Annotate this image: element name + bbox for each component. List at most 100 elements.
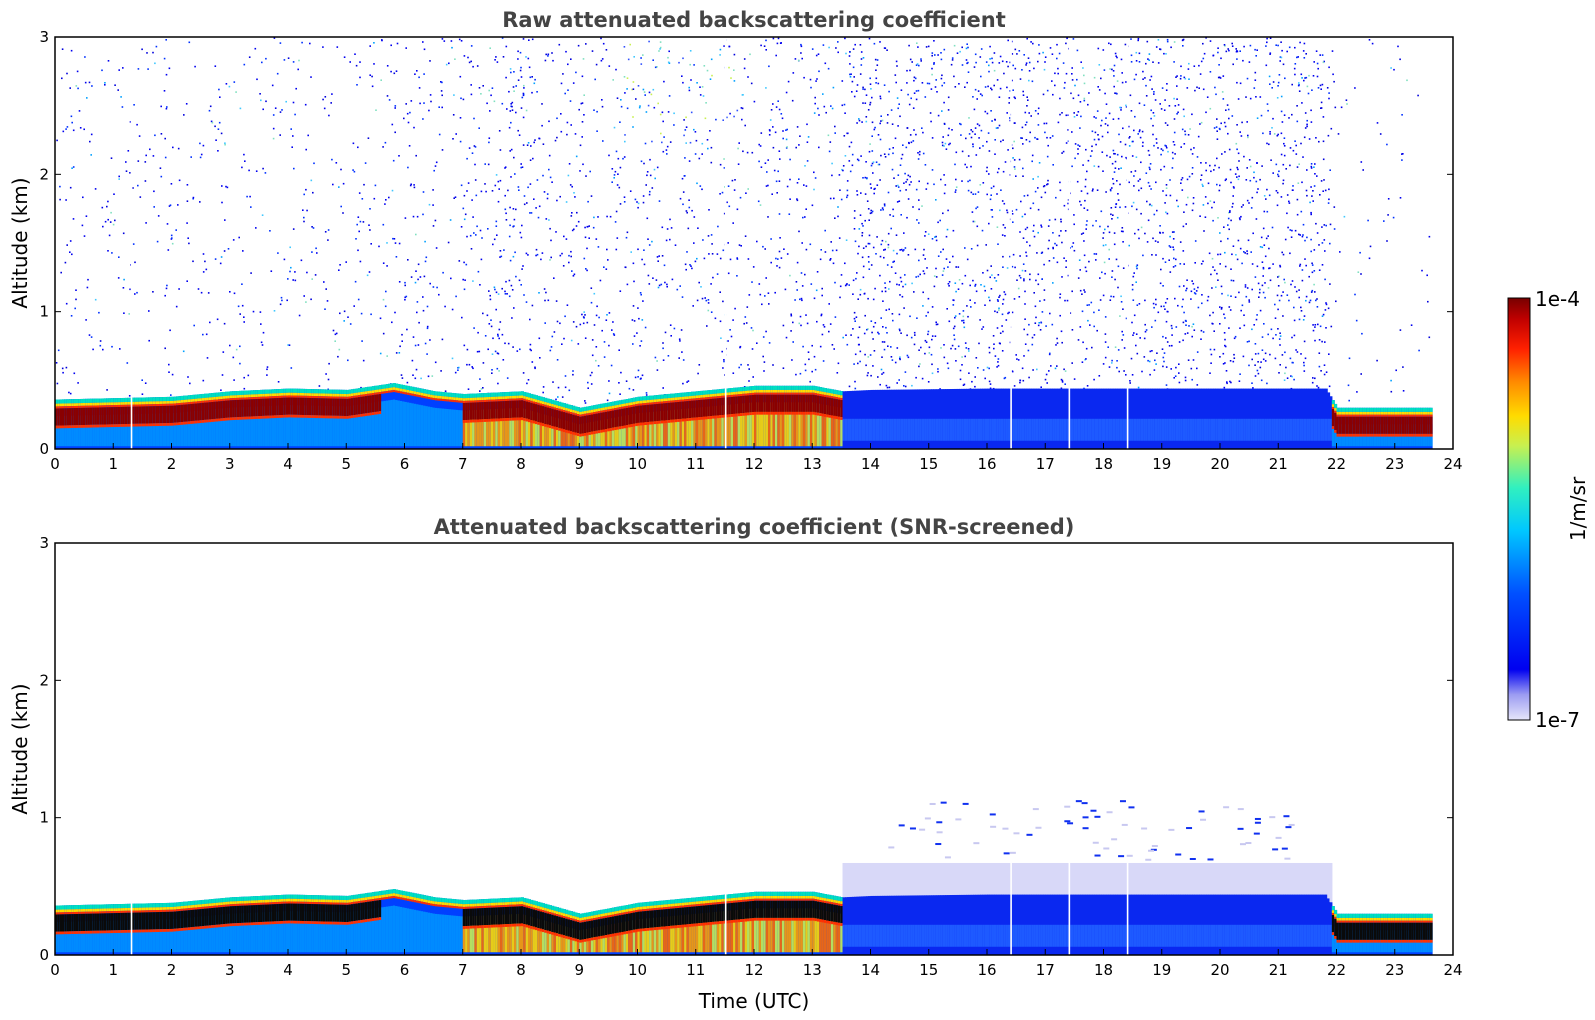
noise-pixel [494, 184, 497, 187]
noise-pixel [1327, 202, 1330, 204]
noise-pixel [1209, 107, 1212, 110]
layer-edge-red [211, 399, 215, 403]
noise-pixel [214, 258, 217, 260]
noise-pixel [279, 111, 282, 113]
noise-pixel [1071, 290, 1073, 293]
noise-pixel [1014, 67, 1017, 70]
layer-core-base [110, 424, 114, 428]
noise-pixel [1222, 75, 1225, 77]
noise-pixel [1065, 114, 1068, 117]
noise-pixel [1111, 270, 1114, 272]
noise-pixel [419, 276, 422, 278]
noise-pixel [979, 93, 982, 95]
noise-pixel [455, 133, 457, 135]
noise-pixel [892, 261, 894, 263]
noise-pixel [1142, 70, 1144, 73]
noise-pixel [1310, 238, 1312, 241]
noise-pixel [768, 134, 771, 136]
layer-edge-cyan [64, 399, 68, 404]
noise-pixel [967, 348, 970, 350]
noise-pixel [1417, 94, 1419, 97]
layer-edge-yellow [178, 400, 182, 404]
layer-core-base [274, 415, 277, 419]
noise-pixel [414, 344, 417, 347]
noise-pixel [1293, 306, 1295, 309]
noise-pixel [974, 285, 976, 287]
noise-pixel [426, 325, 429, 328]
noise-pixel [850, 141, 853, 144]
noise-pixel [1109, 299, 1112, 301]
noise-pixel [1007, 39, 1009, 42]
layer-column-mid [260, 406, 263, 447]
noise-pixel [1293, 319, 1296, 322]
noise-pixel [1111, 162, 1114, 165]
noise-pixel [479, 229, 482, 232]
noise-pixel [965, 59, 968, 61]
noise-pixel [1121, 339, 1123, 341]
noise-pixel [632, 88, 635, 90]
noise-pixel [876, 184, 879, 186]
noise-pixel [581, 102, 584, 104]
noise-pixel [667, 56, 669, 59]
noise-pixel [1104, 272, 1106, 275]
noise-pixel [72, 166, 75, 168]
noise-pixel [765, 87, 767, 89]
layer-edge-cyan [269, 389, 273, 394]
noise-pixel [582, 163, 584, 166]
layer-edge-yellow [143, 401, 147, 405]
noise-pixel [1210, 170, 1212, 173]
noise-pixel [796, 199, 799, 202]
noise-pixel [1028, 140, 1031, 143]
layer-edge-yellow [131, 401, 135, 405]
noise-pixel [861, 256, 864, 259]
noise-pixel [829, 259, 831, 261]
noise-pixel [633, 320, 636, 322]
noise-pixel [1319, 194, 1321, 196]
noise-pixel [474, 146, 477, 148]
noise-pixel [305, 301, 307, 303]
noise-pixel [1187, 68, 1190, 70]
noise-pixel [809, 243, 812, 246]
noise-pixel [683, 134, 685, 137]
noise-pixel [1013, 96, 1016, 98]
noise-pixel [667, 355, 670, 357]
noise-pixel [547, 299, 550, 302]
layer-edge-red [71, 406, 75, 409]
noise-pixel [1205, 111, 1207, 114]
noise-pixel [1217, 76, 1220, 79]
noise-pixel [1011, 265, 1014, 268]
noise-pixel [489, 47, 491, 49]
noise-pixel [1147, 149, 1150, 152]
noise-pixel [1076, 180, 1079, 183]
noise-pixel [807, 136, 810, 138]
noise-pixel [1246, 341, 1249, 343]
noise-pixel [922, 305, 924, 307]
noise-pixel [1056, 337, 1058, 340]
noise-pixel [1175, 326, 1178, 328]
noise-pixel [1330, 127, 1333, 130]
layer-column-mid [134, 414, 138, 447]
noise-pixel [1322, 61, 1325, 64]
noise-pixel [1149, 163, 1152, 165]
noise-pixel [77, 87, 79, 90]
noise-pixel [1319, 54, 1321, 56]
noise-pixel [898, 103, 900, 105]
noise-pixel [875, 161, 878, 163]
layer-edge-red [253, 397, 256, 400]
layer-core-base [281, 414, 284, 418]
noise-pixel [1200, 121, 1203, 124]
noise-pixel [661, 226, 664, 229]
noise-pixel [591, 354, 594, 357]
noise-pixel [1038, 44, 1040, 46]
noise-pixel [1290, 236, 1293, 238]
noise-pixel [1130, 54, 1133, 57]
noise-pixel [1056, 365, 1058, 367]
noise-pixel [1002, 170, 1005, 173]
noise-pixel [497, 200, 500, 203]
noise-pixel [1323, 179, 1325, 181]
noise-pixel [748, 294, 751, 296]
noise-pixel [1003, 202, 1006, 205]
noise-pixel [1180, 182, 1182, 184]
noise-pixel [821, 294, 823, 297]
noise-pixel [860, 51, 863, 53]
